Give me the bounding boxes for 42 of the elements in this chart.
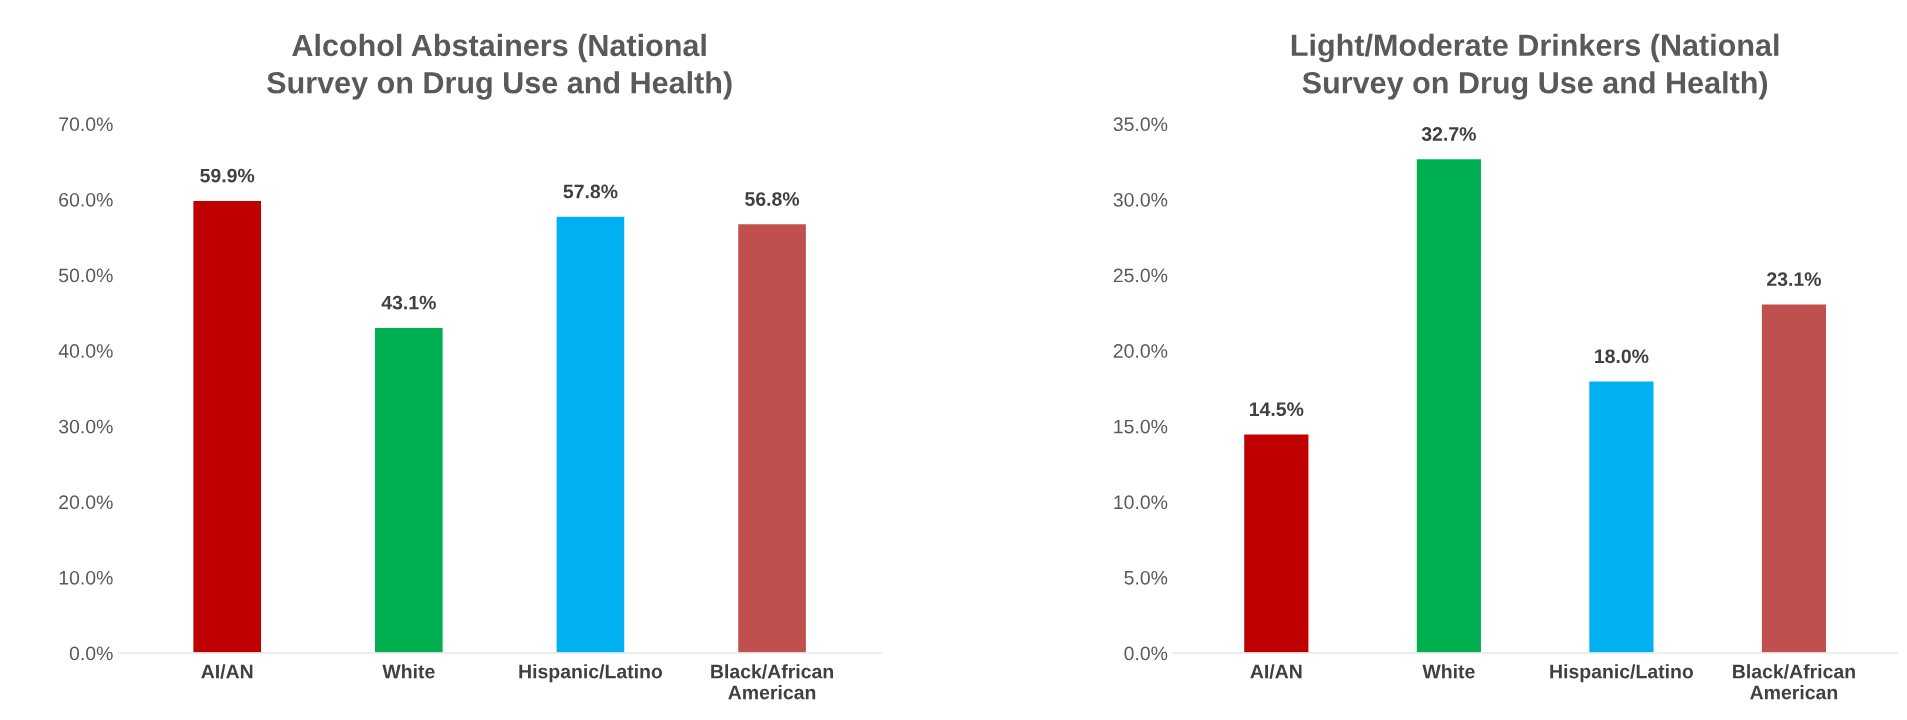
bar [1760, 303, 1828, 654]
bar [736, 222, 808, 654]
y-tick-label: 10.0% [59, 570, 113, 585]
data-label: 23.1% [1767, 272, 1821, 287]
data-label: 56.8% [745, 192, 800, 206]
y-tick-label: 20.0% [59, 495, 113, 510]
x-tick-label: Hispanic/Latino [1550, 664, 1694, 683]
chart-title: Alcohol Abstainers (National Survey on Drug Use and Health) [267, 33, 732, 100]
bar [555, 215, 626, 654]
y-tick-label: 25.0% [1113, 268, 1168, 283]
y-tick-label: 5.0% [1124, 570, 1168, 585]
x-tick-label: AI/AN [1250, 664, 1302, 679]
data-label: 14.5% [1249, 402, 1304, 417]
data-label: 43.1% [381, 295, 436, 310]
bar [1242, 433, 1310, 654]
y-tick-label: 40.0% [58, 344, 113, 358]
x-tick-label: White [382, 664, 435, 679]
data-label: 32.7% [1421, 127, 1476, 141]
x-tick-label: Black/African American [1733, 664, 1855, 700]
y-tick-label: 15.0% [1114, 419, 1168, 434]
y-tick-label: 30.0% [1113, 192, 1168, 207]
y-tick-label: 0.0% [69, 646, 113, 661]
bar [373, 326, 445, 654]
y-tick-label: 0.0% [1124, 646, 1168, 661]
y-tick-label: 10.0% [1114, 495, 1168, 510]
bar [1415, 157, 1483, 654]
x-tick-label: Hispanic/Latino [519, 664, 663, 683]
y-tick-label: 60.0% [59, 192, 113, 207]
data-label: 18.0% [1595, 349, 1649, 364]
y-tick-label: 50.0% [59, 268, 113, 283]
data-label: 59.9% [200, 168, 255, 183]
data-label: 57.8% [563, 184, 618, 199]
x-tick-label: White [1422, 664, 1475, 679]
chart-title: Light/Moderate Drinkers (National Survey on Drug Use and Health) [1291, 33, 1779, 100]
y-tick-label: 20.0% [1113, 344, 1168, 358]
y-tick-label: 30.0% [58, 419, 113, 434]
bar [1587, 380, 1655, 654]
y-tick-label: 70.0% [59, 117, 113, 132]
y-tick-label: 35.0% [1113, 117, 1168, 132]
x-tick-label: Black/African American [711, 664, 833, 700]
x-tick-label: AI/AN [201, 664, 253, 679]
bar [192, 199, 263, 654]
